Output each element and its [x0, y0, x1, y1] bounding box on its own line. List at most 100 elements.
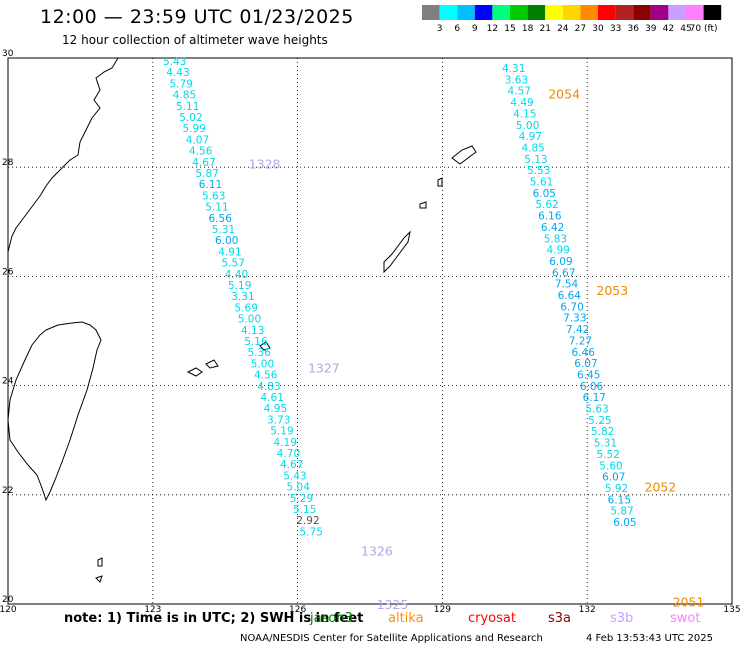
wave-height-value: 5.19 [228, 280, 251, 292]
wave-height-value: 4.83 [257, 381, 280, 393]
wave-height-value: 4.57 [508, 86, 531, 98]
map-subtitle: 12 hour collection of altimeter wave hei… [62, 33, 328, 47]
colorbar-swatch [545, 5, 563, 20]
yaeyama-islands [186, 341, 271, 377]
wave-height-value: 6.00 [215, 235, 238, 247]
lat-tick-label: 28 [2, 158, 14, 168]
wave-height-value: 5.04 [287, 482, 311, 494]
colorbar-label: 33 [610, 24, 621, 34]
wave-height-value: 4.19 [274, 437, 297, 449]
wave-height-value: 4.43 [166, 67, 189, 79]
lat-tick-label: 30 [2, 49, 14, 59]
wave-height-value: 5.36 [248, 347, 272, 359]
colorbar-label: 27 [575, 24, 586, 34]
satellite-s3b: s3b [610, 611, 634, 626]
colorbar-label: 24 [557, 24, 569, 34]
colorbar-swatch [562, 5, 581, 20]
wave-height-value: 6.16 [538, 211, 562, 223]
satellite-cryosat: cryosat [468, 611, 516, 626]
pass-number-label: 2054 [548, 86, 580, 101]
pass-number-label: 1325 [377, 597, 409, 612]
timestamp-text: 4 Feb 13:53:43 UTC 2025 [586, 633, 713, 644]
lon-tick-label: 135 [723, 605, 740, 615]
wave-height-value: 4.85 [521, 142, 544, 154]
wave-height-value: 4.31 [502, 63, 525, 75]
wave-height-value: 5.83 [544, 233, 567, 245]
colorbar-label: 18 [522, 24, 534, 34]
wave-height-value: 6.07 [574, 358, 597, 370]
colorbar-label: 12 [487, 24, 498, 34]
wave-height-value: 4.56 [189, 146, 213, 158]
wave-height-value: 5.82 [591, 426, 614, 438]
colorbar-label: 70 (ft) [690, 24, 718, 34]
colorbar-swatch [457, 5, 475, 20]
wave-height-value: 6.70 [560, 301, 583, 313]
wave-height-value: 6.46 [572, 347, 596, 359]
lon-tick-label: 129 [434, 605, 451, 615]
wave-height-value: 6.05 [613, 517, 636, 529]
colorbar-label: 36 [627, 24, 639, 34]
wave-height-value: 5.87 [196, 168, 219, 180]
note-text: note: 1) Time is in UTC; 2) SWH is in fe… [64, 611, 364, 626]
credit-text: NOAA/NESDIS Center for Satellite Applica… [240, 633, 543, 644]
pass-number-label: 1328 [249, 156, 281, 171]
satellite-s3a: s3a [548, 611, 572, 626]
wave-height-value: 5.00 [516, 120, 539, 132]
lon-tick-label: 120 [0, 605, 17, 615]
china-coastline [7, 57, 119, 253]
lon-tick-label: 123 [144, 605, 161, 615]
lon-tick-label: 132 [579, 605, 596, 615]
wave-height-value: 4.95 [264, 403, 287, 415]
lat-tick-label: 26 [2, 267, 14, 277]
colorbar-swatch [527, 5, 546, 20]
pass-number-label: 2051 [673, 594, 705, 609]
wave-height-value: 5.60 [599, 460, 622, 472]
map-frame [7, 57, 733, 605]
colorbar-swatch [650, 5, 669, 20]
satellite-altika: altika [388, 611, 424, 626]
wave-height-value: 5.11 [205, 202, 228, 214]
wave-height-value: 4.13 [241, 325, 264, 337]
wave-height-value: 7.42 [566, 324, 589, 336]
wave-height-value: 5.11 [176, 101, 199, 113]
wave-height-value: 5.29 [290, 493, 313, 505]
wave-height-value: 5.57 [222, 258, 245, 270]
wave-height-value: 6.15 [608, 494, 631, 506]
wave-height-value: 4.49 [510, 97, 533, 109]
map-title: 12:00 — 23:59 UTC 01/23/2025 [40, 6, 354, 28]
wave-height-value: 4.15 [513, 108, 536, 120]
coastlines [7, 57, 477, 583]
wave-height-value: 6.06 [580, 381, 604, 393]
colorbar-label: 39 [645, 24, 657, 34]
wave-height-value: 4.70 [277, 448, 300, 460]
colorbar-swatch [633, 5, 651, 20]
wave-height-value: 5.00 [238, 314, 261, 326]
wave-height-value: 5.52 [597, 449, 620, 461]
wave-height-value: 4.99 [546, 245, 569, 257]
wave-height-value: 6.42 [541, 222, 564, 234]
wave-height-value: 5.79 [170, 78, 193, 90]
wave-height-value: 6.09 [549, 256, 572, 268]
pass-number-label: 2053 [596, 283, 628, 298]
wave-height-value: 5.63 [585, 404, 608, 416]
wave-height-value: 4.67 [192, 157, 215, 169]
colorbar-label: 30 [592, 24, 604, 34]
colorbar-swatch [439, 5, 458, 20]
wave-height-value: 5.25 [588, 415, 611, 427]
wave-height-value: 5.92 [605, 483, 628, 495]
wave-height-value: 6.11 [199, 179, 222, 191]
wave-height-value: 5.00 [251, 358, 274, 370]
colorbar-swatch [422, 5, 440, 20]
pass-number-label: 2052 [645, 480, 677, 495]
wave-height-value: 5.31 [594, 438, 617, 450]
colorbar-swatch [703, 5, 722, 20]
wave-height-value: 5.69 [235, 302, 258, 314]
wave-height-value: 3.63 [505, 74, 528, 86]
wave-height-value: 4.07 [186, 134, 209, 146]
wave-height-value: 6.56 [209, 213, 233, 225]
pass-number-label: 1326 [361, 543, 393, 558]
wave-height-value: 5.62 [535, 199, 558, 211]
wave-height-value: 4.67 [280, 459, 303, 471]
wave-height-value: 6.45 [577, 369, 600, 381]
